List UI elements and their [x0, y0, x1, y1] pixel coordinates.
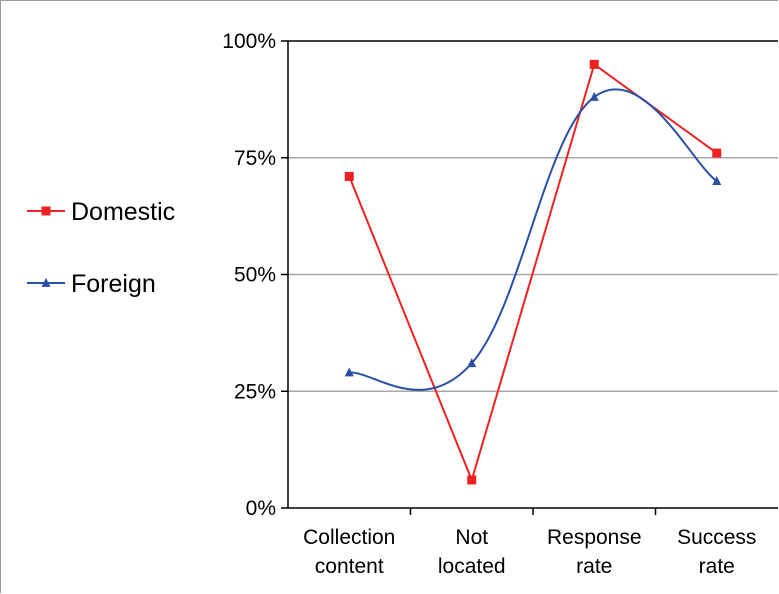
foreign-point — [589, 91, 599, 101]
domestic-point — [344, 171, 354, 181]
x-category-label: Response rate — [547, 526, 642, 578]
foreign-line — [349, 88, 718, 391]
domestic-point — [712, 148, 722, 158]
foreign-point — [712, 175, 722, 185]
foreign-legend-marker — [41, 277, 51, 287]
legend: Domestic Foreign — [27, 198, 175, 298]
series-lines — [344, 59, 722, 485]
y-tick-label: 100% — [222, 30, 276, 53]
domestic-legend-label: Domestic — [71, 198, 175, 226]
x-category-label: Success rate — [677, 526, 756, 578]
foreign-legend-label: Foreign — [71, 270, 156, 298]
domestic-point — [467, 475, 477, 485]
x-category-label: Collection content — [303, 526, 395, 578]
y-tick-label: 50% — [234, 264, 276, 287]
y-tick-label: 75% — [234, 147, 276, 170]
x-category-label: Not located — [438, 526, 506, 578]
domestic-legend-marker — [41, 206, 51, 216]
foreign-point — [344, 367, 354, 377]
axes: 0% 25% 50% 75% 100% Collection content Not locat… — [222, 30, 778, 578]
domestic-line — [348, 62, 718, 484]
y-tick-label: 25% — [234, 380, 276, 403]
y-tick-label: 0% — [246, 497, 276, 520]
domestic-point — [589, 59, 599, 69]
foreign-point — [467, 358, 477, 368]
